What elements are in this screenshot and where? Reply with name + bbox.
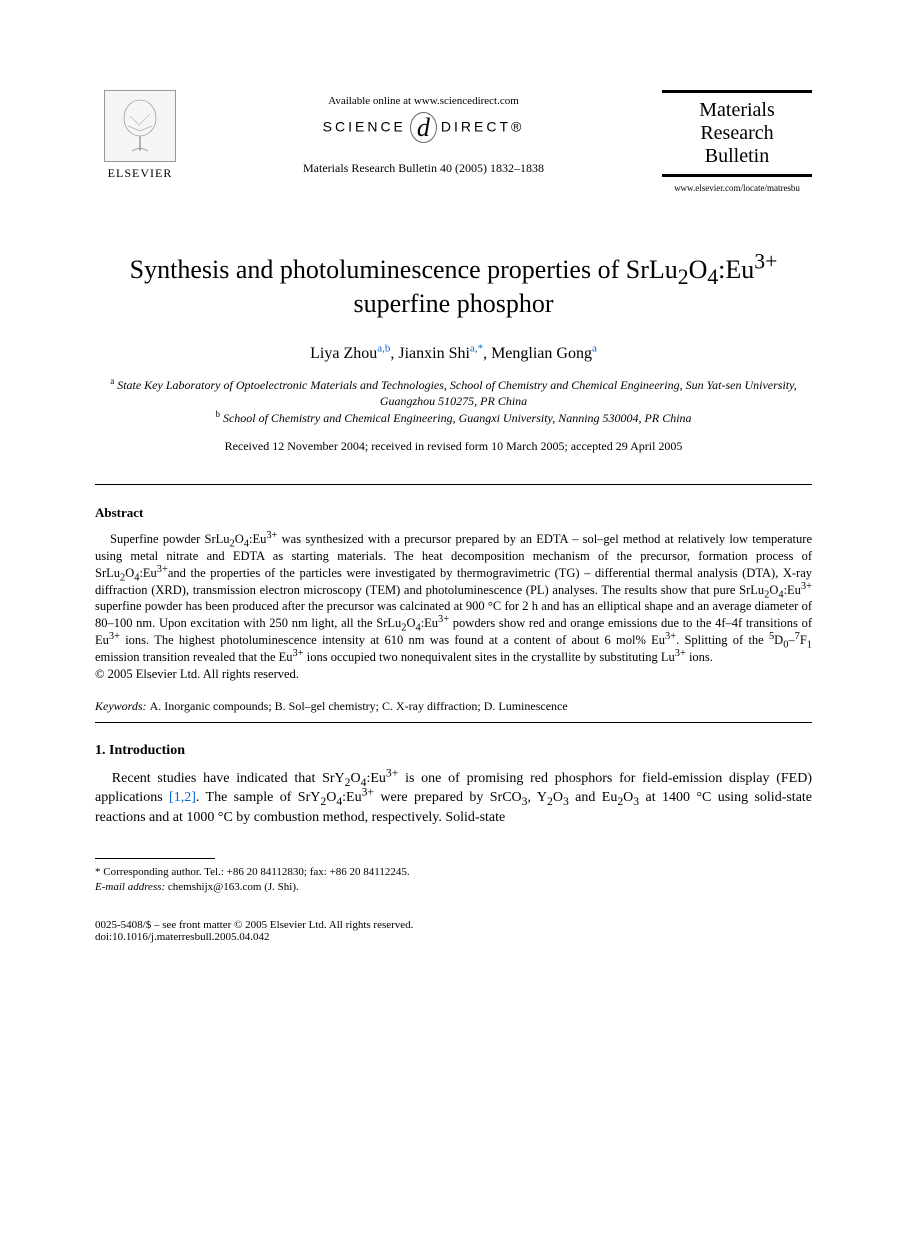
author-1: Liya Zhou <box>310 345 377 362</box>
journal-name-line1: Materials <box>662 99 812 122</box>
author-3-affil: a <box>592 342 597 354</box>
footnotes: * Corresponding author. Tel.: +86 20 841… <box>95 865 812 896</box>
elsevier-tree-icon <box>104 90 176 162</box>
journal-name-line3: Bulletin <box>662 145 812 168</box>
affiliation-a: a State Key Laboratory of Optoelectronic… <box>95 377 812 411</box>
affiliations: a State Key Laboratory of Optoelectronic… <box>95 377 812 427</box>
footer-doi: doi:10.1016/j.materresbull.2005.04.042 <box>95 931 812 943</box>
email-line: E-mail address: chemshijx@163.com (J. Sh… <box>95 880 812 895</box>
rule-top <box>95 484 812 485</box>
intro-heading: 1. Introduction <box>95 743 812 759</box>
email-label: E-mail address: <box>95 881 165 893</box>
journal-name-line2: Research <box>662 122 812 145</box>
keywords-text: A. Inorganic compounds; B. Sol–gel chemi… <box>150 699 568 713</box>
author-3: Menglian Gong <box>491 345 592 362</box>
keywords-line: Keywords: A. Inorganic compounds; B. Sol… <box>95 699 812 714</box>
publisher-label: ELSEVIER <box>95 166 185 181</box>
abstract-copyright: © 2005 Elsevier Ltd. All rights reserved… <box>95 666 812 683</box>
journal-reference: Materials Research Bulletin 40 (2005) 18… <box>185 161 662 176</box>
header-row: ELSEVIER Available online at www.science… <box>95 90 812 193</box>
author-1-affil: a,b <box>377 342 390 354</box>
author-2-affil: a,* <box>470 342 483 354</box>
journal-url: www.elsevier.com/locate/matresbu <box>662 183 812 193</box>
keywords-label: Keywords: <box>95 699 147 713</box>
sd-right: DIRECT® <box>441 119 524 135</box>
abstract-body: Superfine powder SrLu2O4:Eu3+ was synthe… <box>95 531 812 666</box>
rule-after-keywords <box>95 722 812 723</box>
publisher-block: ELSEVIER <box>95 90 185 181</box>
author-2: Jianxin Shi <box>398 345 470 362</box>
sd-left: SCIENCE <box>323 119 406 135</box>
authors-line: Liya Zhoua,b, Jianxin Shia,*, Menglian G… <box>95 345 812 363</box>
center-header: Available online at www.sciencedirect.co… <box>185 90 662 176</box>
affiliation-b: b School of Chemistry and Chemical Engin… <box>95 410 812 427</box>
journal-title-box: Materials Research Bulletin <box>662 90 812 177</box>
corresponding-author-note: * Corresponding author. Tel.: +86 20 841… <box>95 865 812 880</box>
article-dates: Received 12 November 2004; received in r… <box>95 439 812 454</box>
email-value: chemshijx@163.com (J. Shi). <box>168 881 299 893</box>
intro-body: Recent studies have indicated that SrY2O… <box>95 769 812 828</box>
footer-copyright: 0025-5408/$ – see front matter © 2005 El… <box>95 919 812 931</box>
footnote-rule <box>95 858 215 859</box>
available-online-text: Available online at www.sciencedirect.co… <box>185 95 662 107</box>
page-container: ELSEVIER Available online at www.science… <box>0 0 907 1003</box>
sd-d-icon: d <box>410 112 437 143</box>
abstract-heading: Abstract <box>95 505 812 521</box>
article-title: Synthesis and photoluminescence properti… <box>95 253 812 321</box>
journal-block: Materials Research Bulletin www.elsevier… <box>662 90 812 193</box>
sciencedirect-logo: SCIENCEdDIRECT® <box>185 113 662 143</box>
